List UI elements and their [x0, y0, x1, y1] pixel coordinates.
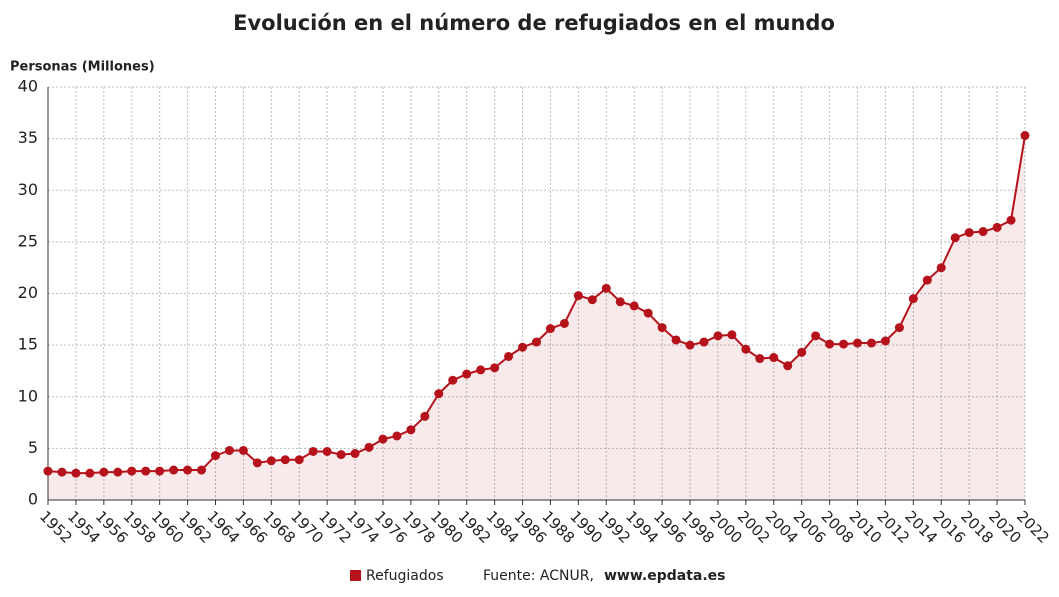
- point: [922, 275, 932, 285]
- point: [671, 335, 681, 345]
- point: [615, 297, 625, 307]
- point: [825, 339, 835, 349]
- point: [657, 323, 667, 333]
- point: [434, 389, 444, 399]
- point: [811, 331, 821, 341]
- point: [894, 323, 904, 333]
- point: [294, 455, 304, 465]
- point: [559, 318, 569, 328]
- point: [1006, 215, 1016, 225]
- legend-swatch: [350, 570, 361, 581]
- point: [169, 465, 179, 475]
- point: [224, 445, 234, 455]
- point: [378, 434, 388, 444]
- point: [155, 466, 165, 476]
- point: [1020, 131, 1030, 141]
- y-axis-label: Personas (Millones): [10, 60, 155, 75]
- point: [57, 467, 67, 477]
- point: [113, 467, 123, 477]
- point: [866, 338, 876, 348]
- point: [685, 340, 695, 350]
- point: [545, 324, 555, 334]
- point: [280, 455, 290, 465]
- point: [266, 456, 276, 466]
- point: [252, 458, 262, 468]
- point: [490, 363, 500, 373]
- point: [99, 467, 109, 477]
- y-tick-label: 35: [18, 128, 38, 147]
- point: [364, 442, 374, 452]
- point: [197, 465, 207, 475]
- point: [797, 347, 807, 357]
- legend-label: Refugiados: [366, 568, 444, 584]
- point: [601, 283, 611, 293]
- source: Fuente: ACNUR,: [483, 568, 594, 584]
- point: [839, 339, 849, 349]
- point: [322, 446, 332, 456]
- point: [392, 431, 402, 441]
- y-tick-label: 15: [18, 335, 38, 354]
- point: [573, 291, 583, 301]
- point: [713, 331, 723, 341]
- point: [978, 227, 988, 237]
- point: [462, 369, 472, 379]
- point: [908, 294, 918, 304]
- point: [420, 411, 430, 421]
- point: [308, 446, 318, 456]
- point: [350, 449, 360, 459]
- point: [406, 425, 416, 435]
- point: [727, 330, 737, 340]
- point: [629, 301, 639, 311]
- y-tick-label: 40: [18, 77, 38, 96]
- point: [504, 351, 514, 361]
- point: [643, 308, 653, 318]
- point: [587, 295, 597, 305]
- point: [853, 338, 863, 348]
- point: [880, 336, 890, 346]
- y-tick-label: 5: [28, 438, 38, 457]
- y-tick-label: 20: [18, 283, 38, 302]
- point: [699, 337, 709, 347]
- point: [992, 222, 1002, 232]
- point: [950, 233, 960, 243]
- point: [141, 466, 151, 476]
- point: [183, 465, 193, 475]
- chart-title: Evolución en el número de refugiados en …: [233, 11, 835, 35]
- point: [336, 450, 346, 460]
- point: [769, 353, 779, 363]
- y-tick-label: 25: [18, 231, 38, 250]
- point: [127, 466, 137, 476]
- source-site: www.epdata.es: [604, 568, 726, 584]
- y-tick-label: 30: [18, 180, 38, 199]
- point: [964, 228, 974, 238]
- point: [755, 354, 765, 364]
- point: [741, 344, 751, 354]
- point: [532, 337, 541, 347]
- point: [783, 361, 793, 371]
- point: [476, 365, 486, 375]
- point: [448, 375, 458, 385]
- point: [936, 263, 946, 273]
- y-tick-label: 0: [28, 490, 38, 509]
- point: [210, 451, 220, 461]
- y-tick-label: 10: [18, 386, 38, 405]
- point: [85, 468, 95, 478]
- area: [48, 135, 1025, 500]
- point: [238, 445, 248, 455]
- point: [518, 342, 528, 352]
- point: [43, 466, 53, 476]
- point: [71, 468, 81, 478]
